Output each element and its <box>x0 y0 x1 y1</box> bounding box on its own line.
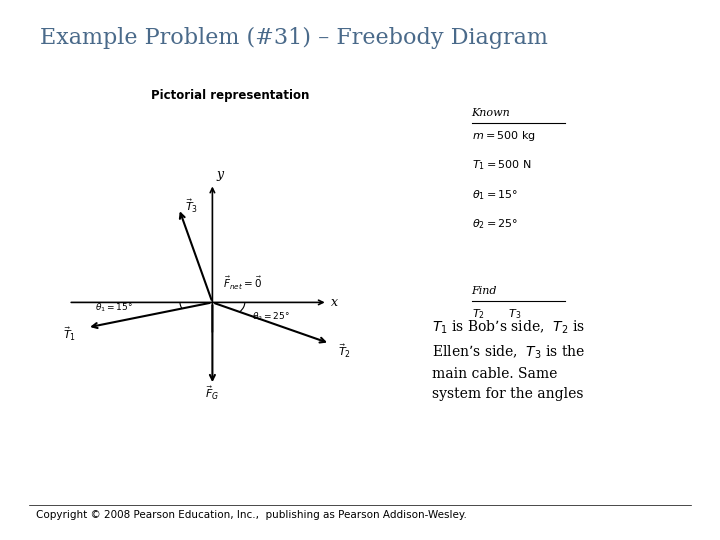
Text: $\vec{F}_G$: $\vec{F}_G$ <box>205 384 220 402</box>
Text: Known: Known <box>472 108 510 118</box>
Text: $T_2$       $T_3$: $T_2$ $T_3$ <box>472 307 521 321</box>
Text: Copyright © 2008 Pearson Education, Inc.,  publishing as Pearson Addison-Wesley.: Copyright © 2008 Pearson Education, Inc.… <box>36 510 467 521</box>
Text: x: x <box>331 296 338 309</box>
Text: Example Problem (#31) – Freebody Diagram: Example Problem (#31) – Freebody Diagram <box>40 27 547 49</box>
Text: Pictorial representation: Pictorial representation <box>151 89 310 102</box>
Text: $\vec{F}_{net}=\vec{0}$: $\vec{F}_{net}=\vec{0}$ <box>223 274 263 292</box>
Text: y: y <box>216 168 223 181</box>
Text: $\vec{T}_2$: $\vec{T}_2$ <box>338 343 351 360</box>
Text: $\theta_2 = 25°$: $\theta_2 = 25°$ <box>252 310 290 323</box>
Text: $T_1$ is Bob’s side,  $T_2$ is
Ellen’s side,  $T_3$ is the
main cable. Same
syst: $T_1$ is Bob’s side, $T_2$ is Ellen’s si… <box>432 319 585 401</box>
Text: $m = 500\ \mathrm{kg}$: $m = 500\ \mathrm{kg}$ <box>472 129 536 143</box>
Text: $\vec{T}_3$: $\vec{T}_3$ <box>185 197 199 214</box>
Text: $\theta_2 = 25°$: $\theta_2 = 25°$ <box>472 218 518 232</box>
Text: Find: Find <box>472 286 497 296</box>
Text: $\vec{T}_1$: $\vec{T}_1$ <box>63 325 76 343</box>
Text: $\theta_1 = 15°$: $\theta_1 = 15°$ <box>472 188 518 202</box>
Text: $T_1 = 500\ \mathrm{N}$: $T_1 = 500\ \mathrm{N}$ <box>472 158 531 172</box>
Text: $\theta_1 = 15°$: $\theta_1 = 15°$ <box>95 301 133 314</box>
